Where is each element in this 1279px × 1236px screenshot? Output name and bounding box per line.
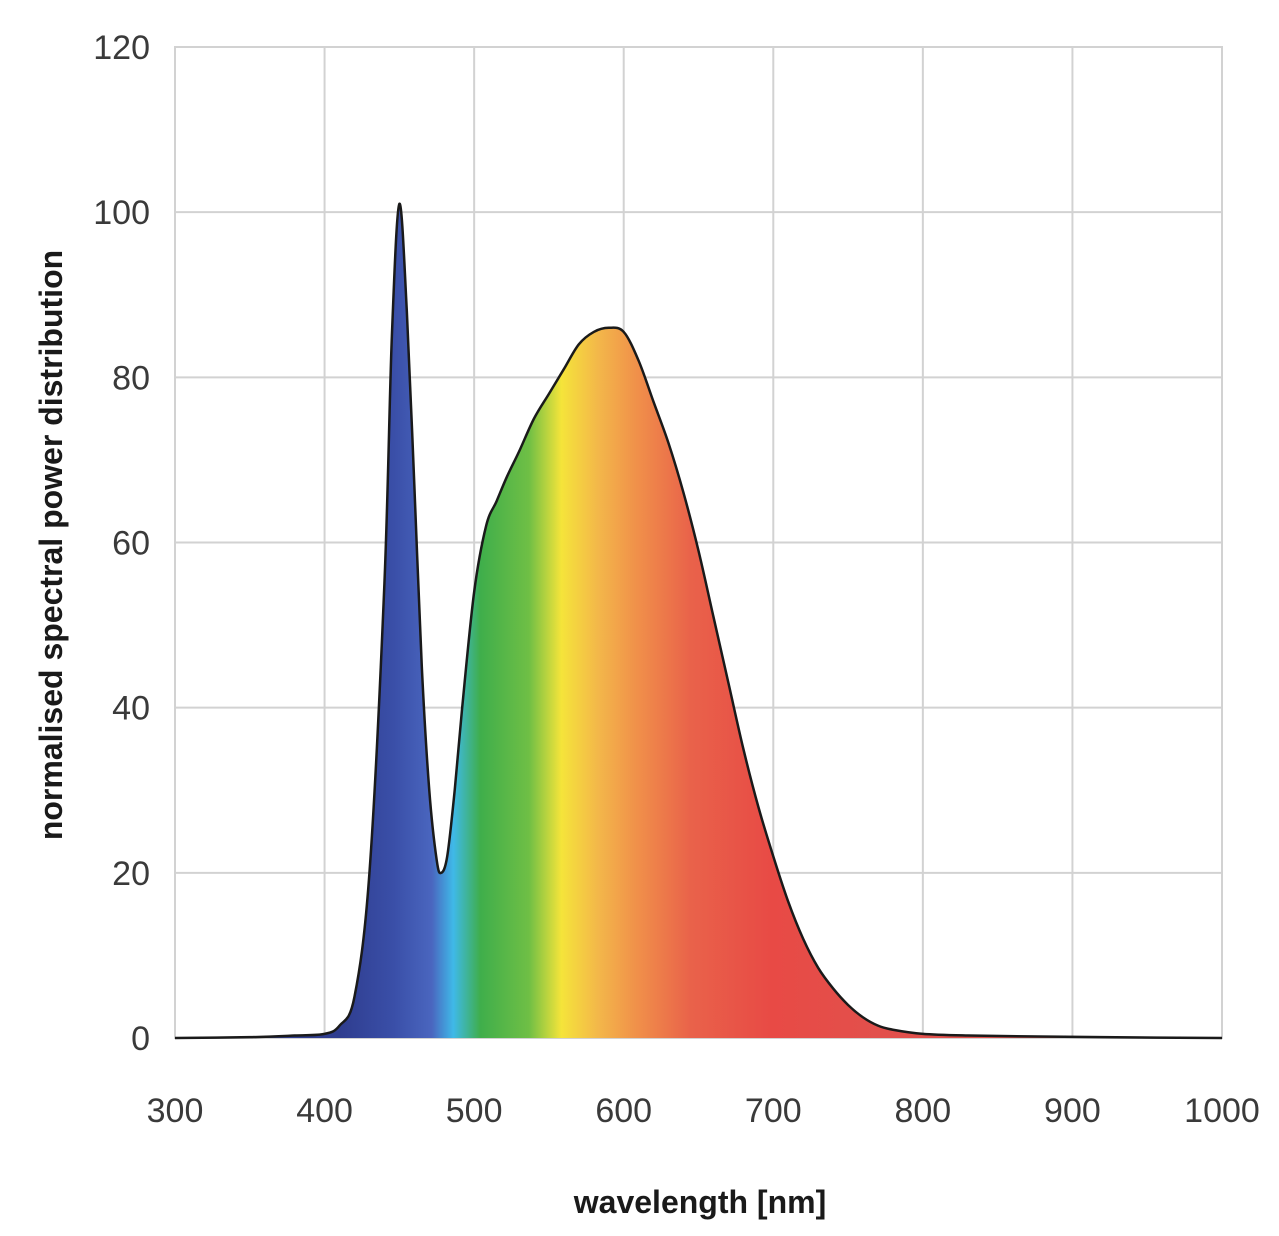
x-tick-label: 600 bbox=[595, 1092, 652, 1130]
x-tick-label: 700 bbox=[745, 1092, 802, 1130]
y-tick-label: 0 bbox=[131, 1020, 150, 1058]
x-tick-label: 900 bbox=[1044, 1092, 1101, 1130]
spectrum-outline bbox=[174, 202, 1223, 1040]
x-tick-label: 400 bbox=[296, 1092, 353, 1130]
y-axis-ticks: 0 20 40 60 80 100 120 bbox=[93, 29, 150, 1058]
y-tick-label: 40 bbox=[112, 690, 150, 728]
x-axis-title: wavelength [nm] bbox=[573, 1184, 826, 1220]
grid-lines bbox=[174, 46, 1223, 1039]
x-tick-label: 1000 bbox=[1184, 1092, 1260, 1130]
y-tick-label: 80 bbox=[112, 359, 150, 397]
x-tick-label: 500 bbox=[446, 1092, 503, 1130]
y-axis-title: normalised spectral power distribution bbox=[33, 250, 69, 840]
y-tick-label: 100 bbox=[93, 194, 150, 232]
y-tick-label: 20 bbox=[112, 855, 150, 893]
x-tick-label: 800 bbox=[894, 1092, 951, 1130]
y-tick-label: 120 bbox=[93, 29, 150, 67]
y-tick-label: 60 bbox=[112, 525, 150, 563]
x-axis-ticks: 300 400 500 600 700 800 900 1000 bbox=[147, 1092, 1260, 1130]
spectrum-area bbox=[175, 203, 1222, 1039]
x-tick-label: 300 bbox=[147, 1092, 204, 1130]
spectrum-series bbox=[174, 202, 1223, 1040]
